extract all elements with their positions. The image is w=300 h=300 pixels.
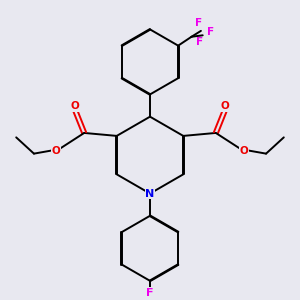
Text: F: F: [196, 37, 203, 47]
Text: F: F: [207, 27, 214, 37]
Text: O: O: [239, 146, 248, 156]
Text: O: O: [220, 101, 229, 111]
Text: F: F: [146, 288, 154, 298]
Text: O: O: [52, 146, 61, 156]
Text: F: F: [195, 19, 203, 28]
Text: O: O: [71, 101, 80, 111]
Text: N: N: [146, 188, 154, 199]
